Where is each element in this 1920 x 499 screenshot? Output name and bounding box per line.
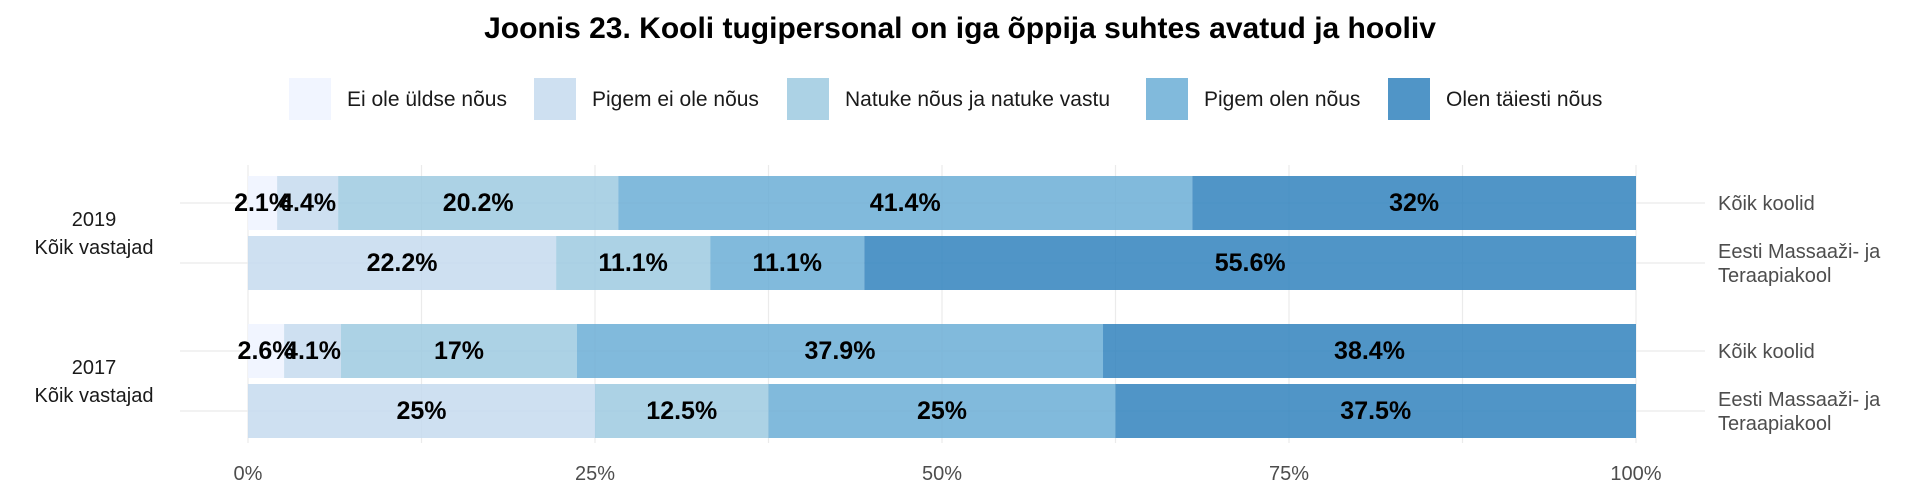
x-tick-label: 75% — [1269, 463, 1309, 485]
data-label: 37.9% — [805, 337, 876, 365]
x-tick-label: 25% — [575, 463, 615, 485]
bar-segment — [1115, 384, 1636, 438]
data-label: 2.1% — [234, 189, 291, 217]
row-label: Teraapiakool — [1718, 265, 1831, 287]
row-label: Kõik koolid — [1718, 341, 1815, 363]
bar-segment — [710, 236, 865, 290]
row-label: Kõik koolid — [1718, 193, 1815, 215]
data-label: 38.4% — [1334, 337, 1405, 365]
legend-swatch-2 — [534, 78, 576, 120]
data-label: 25% — [396, 397, 446, 425]
data-label: 25% — [917, 397, 967, 425]
group-label: Kõik vastajad — [35, 385, 154, 407]
row-label: Teraapiakool — [1718, 413, 1831, 435]
data-label: 37.5% — [1340, 397, 1411, 425]
bar-segment — [556, 236, 711, 290]
data-label: 32% — [1389, 189, 1439, 217]
group-label: Kõik vastajad — [35, 237, 154, 259]
group-label: 2019 — [72, 209, 117, 231]
bar-segment — [1103, 324, 1636, 378]
legend-swatch-3 — [787, 78, 829, 120]
bar-segment — [248, 384, 595, 438]
bar-segment — [576, 324, 1104, 378]
x-tick-label: 100% — [1610, 463, 1661, 485]
bar-segment — [248, 176, 278, 230]
data-label: 11.1% — [598, 249, 668, 277]
data-label: 41.4% — [870, 189, 941, 217]
bar-segment — [1192, 176, 1636, 230]
group-label: 2017 — [72, 357, 117, 379]
bar-segment — [618, 176, 1193, 230]
bar-segment — [864, 236, 1636, 290]
legend-swatch-1 — [289, 78, 331, 120]
bar-segment — [277, 176, 339, 230]
data-label: 4.4% — [279, 189, 336, 217]
data-label: 11.1% — [752, 249, 822, 277]
row-label: Eesti Massaaži- ja — [1718, 389, 1881, 411]
data-label: 4.1% — [284, 337, 341, 365]
data-label: 22.2% — [367, 249, 438, 277]
bar-segment — [338, 176, 619, 230]
legend-swatch-5 — [1388, 78, 1430, 120]
bar-segment — [248, 236, 557, 290]
x-axis-ticks: 0% 25% 50% 75% 100% — [234, 463, 1662, 485]
bars — [248, 176, 1636, 438]
legend-swatch-4 — [1146, 78, 1188, 120]
data-label: 20.2% — [443, 189, 514, 217]
data-labels: 2.1%4.4% 20.2% 41.4% 32% 22.2% 11.1% 11.1% 55.6… — [234, 189, 1439, 425]
bar-segment — [248, 324, 285, 378]
chart-title: Joonis 23. Kooli tugipersonal on iga õpp… — [484, 12, 1436, 45]
data-label: 12.5% — [646, 397, 717, 425]
data-label: 17% — [434, 337, 484, 365]
bar-segment — [595, 384, 769, 438]
y-axis-labels: 2019 Kõik vastajad Kõik koolid Eesti Massaa… — [35, 193, 1882, 435]
data-label: 55.6% — [1215, 249, 1286, 277]
bar-segment — [768, 384, 1116, 438]
x-tick-label: 50% — [922, 463, 962, 485]
legend: Ei ole üldse nõus Pigem ei ole nõus Natuke… — [289, 78, 1602, 120]
legend-label-3: Natuke nõus ja natuke vastu — [845, 88, 1110, 111]
x-tick-label: 0% — [234, 463, 263, 485]
legend-label-5: Olen täiesti nõus — [1446, 88, 1602, 111]
bar-segment — [284, 324, 341, 378]
legend-label-4: Pigem olen nõus — [1204, 88, 1360, 111]
bar-segment — [340, 324, 577, 378]
legend-label-2: Pigem ei ole nõus — [592, 88, 759, 111]
row-label: Eesti Massaaži- ja — [1718, 241, 1881, 263]
data-label: 2.6% — [238, 337, 295, 365]
legend-label-1: Ei ole üldse nõus — [347, 88, 507, 111]
